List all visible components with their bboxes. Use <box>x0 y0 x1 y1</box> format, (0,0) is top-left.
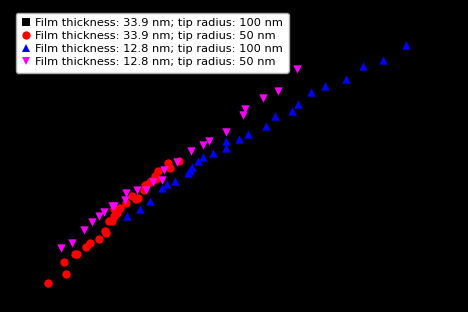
Point <box>95 236 102 241</box>
Point <box>141 183 148 188</box>
Point <box>113 211 120 216</box>
Point <box>140 187 147 192</box>
Point <box>138 175 146 180</box>
Point <box>379 58 386 63</box>
Point <box>343 77 350 82</box>
Point <box>158 177 165 182</box>
Point <box>271 114 278 119</box>
Point <box>80 228 88 233</box>
Point <box>110 203 118 208</box>
Point <box>307 89 314 94</box>
Point <box>164 148 172 153</box>
Point <box>293 66 301 71</box>
Point <box>133 188 141 193</box>
Legend: Film thickness: 33.9 nm; tip radius: 100 nm, Film thickness: 33.9 nm; tip radius: Film thickness: 33.9 nm; tip radius: 100… <box>16 12 289 72</box>
Point <box>116 206 123 211</box>
Point <box>100 210 108 215</box>
Point <box>142 187 150 192</box>
Point <box>105 219 113 224</box>
Point <box>154 168 162 173</box>
Point <box>72 251 79 256</box>
Point <box>150 179 157 184</box>
Point <box>260 95 267 100</box>
Point <box>175 158 183 163</box>
Point <box>109 210 117 215</box>
Point <box>210 151 217 156</box>
Point <box>402 43 410 48</box>
Point <box>121 197 129 202</box>
Point <box>88 219 96 224</box>
Point <box>63 271 70 276</box>
Point <box>131 184 138 189</box>
Point <box>102 228 109 233</box>
Point <box>274 89 282 94</box>
Point <box>128 193 136 198</box>
Point <box>146 198 154 203</box>
Point <box>154 168 161 173</box>
Point <box>147 178 154 183</box>
Point <box>109 218 116 223</box>
Point <box>187 149 195 154</box>
Point <box>171 178 178 183</box>
Point <box>160 167 168 172</box>
Point <box>322 84 329 89</box>
Point <box>165 161 172 166</box>
Point <box>136 206 143 211</box>
Point <box>239 113 247 118</box>
Point <box>110 206 117 211</box>
Point <box>122 191 130 196</box>
Point <box>288 108 296 113</box>
Point <box>146 169 153 174</box>
Point <box>158 154 165 158</box>
Point <box>152 173 159 178</box>
Point <box>184 171 192 176</box>
Point <box>100 225 108 230</box>
Point <box>263 124 270 129</box>
Point <box>222 145 230 150</box>
Point <box>186 168 194 173</box>
Point <box>83 258 91 263</box>
Point <box>132 197 139 202</box>
Point <box>115 205 123 210</box>
Point <box>159 185 166 190</box>
Point <box>95 213 103 218</box>
Point <box>244 131 251 136</box>
Point <box>73 251 81 256</box>
Point <box>199 154 207 159</box>
Point <box>189 164 196 169</box>
Point <box>108 203 116 208</box>
Point <box>58 246 65 251</box>
Point <box>87 241 94 246</box>
Point <box>222 129 230 134</box>
Point <box>82 246 90 251</box>
Point <box>241 106 249 111</box>
Point <box>195 158 202 163</box>
Point <box>152 177 160 182</box>
Point <box>199 143 206 148</box>
Point <box>68 241 76 246</box>
Point <box>167 165 174 170</box>
Point <box>223 139 230 144</box>
Point <box>146 180 154 185</box>
Point <box>82 244 89 249</box>
Point <box>205 139 213 144</box>
Point <box>294 101 302 106</box>
Point <box>111 213 118 218</box>
Point <box>136 181 143 186</box>
Point <box>174 159 181 164</box>
Point <box>60 259 68 264</box>
Point <box>359 64 367 69</box>
Point <box>163 181 170 186</box>
Point <box>123 200 130 205</box>
Point <box>102 231 110 236</box>
Point <box>123 213 131 218</box>
Point <box>116 198 124 203</box>
Point <box>135 195 142 200</box>
Point <box>98 230 105 235</box>
Point <box>235 136 242 141</box>
Point <box>90 238 98 243</box>
Point <box>44 280 52 285</box>
